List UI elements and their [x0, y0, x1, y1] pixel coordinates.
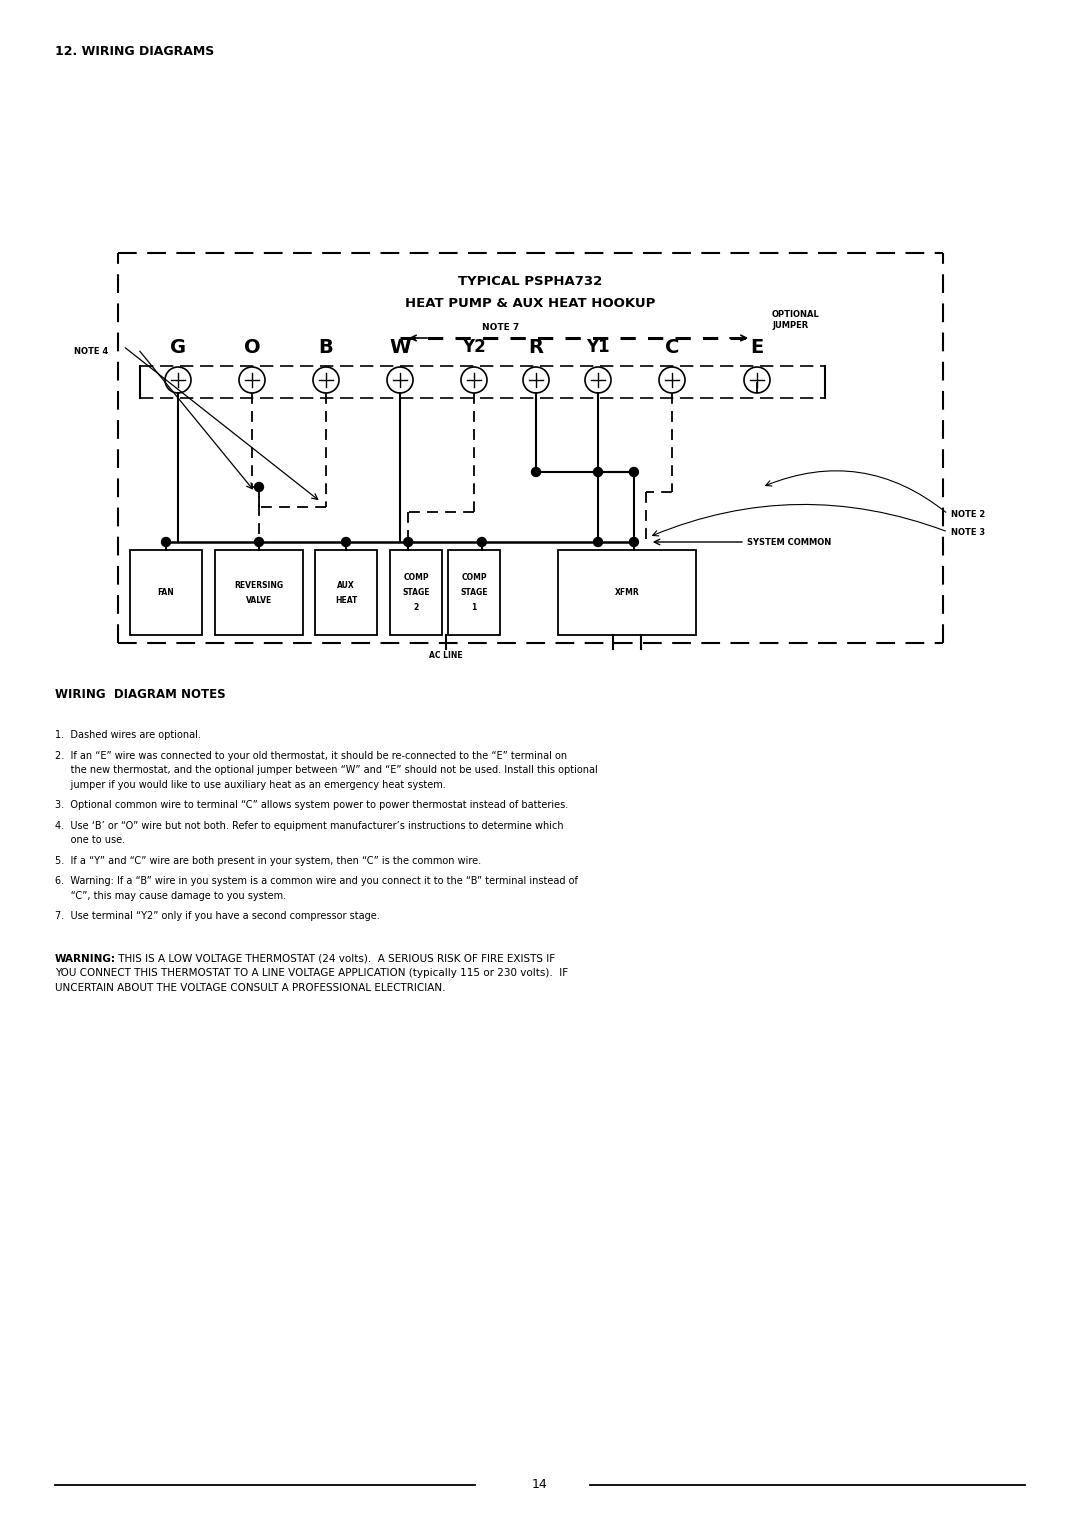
- Text: O: O: [244, 338, 260, 356]
- Text: 6.  Warning: If a “B” wire in you system is a common wire and you connect it to : 6. Warning: If a “B” wire in you system …: [55, 876, 578, 886]
- Text: NOTE 2: NOTE 2: [951, 510, 985, 518]
- Text: HEAT PUMP & AUX HEAT HOOKUP: HEAT PUMP & AUX HEAT HOOKUP: [405, 297, 656, 311]
- Text: G: G: [170, 338, 186, 356]
- Bar: [390, 550, 442, 635]
- Text: OPTIONAL
JUMPER: OPTIONAL JUMPER: [772, 309, 820, 330]
- Text: WIRING  DIAGRAM NOTES: WIRING DIAGRAM NOTES: [55, 688, 226, 701]
- Text: R: R: [528, 338, 543, 356]
- Text: SYSTEM COMMON: SYSTEM COMMON: [747, 538, 832, 547]
- Text: W: W: [389, 338, 410, 356]
- Text: UNCERTAIN ABOUT THE VOLTAGE CONSULT A PROFESSIONAL ELECTRICIAN.: UNCERTAIN ABOUT THE VOLTAGE CONSULT A PR…: [55, 982, 446, 993]
- Bar: [558, 550, 696, 635]
- Circle shape: [162, 538, 171, 547]
- Text: TYPICAL PSPHA732: TYPICAL PSPHA732: [458, 276, 603, 288]
- Text: Y2: Y2: [462, 338, 486, 356]
- Text: 12. WIRING DIAGRAMS: 12. WIRING DIAGRAMS: [55, 46, 214, 58]
- Text: WARNING:: WARNING:: [55, 953, 116, 964]
- Text: AC LINE: AC LINE: [429, 650, 463, 659]
- Text: FAN: FAN: [158, 588, 174, 597]
- Text: B: B: [319, 338, 334, 356]
- Text: THIS IS A LOW VOLTAGE THERMOSTAT (24 volts).  A SERIOUS RISK OF FIRE EXISTS IF: THIS IS A LOW VOLTAGE THERMOSTAT (24 vol…: [114, 953, 555, 964]
- Text: REVERSING: REVERSING: [234, 580, 284, 589]
- Text: 1.  Dashed wires are optional.: 1. Dashed wires are optional.: [55, 730, 201, 740]
- Text: XFMR: XFMR: [615, 588, 639, 597]
- Text: 3.  Optional common wire to terminal “C” allows system power to power thermostat: 3. Optional common wire to terminal “C” …: [55, 800, 568, 810]
- Text: NOTE 3: NOTE 3: [951, 527, 985, 536]
- Text: NOTE 4: NOTE 4: [73, 347, 108, 355]
- Text: 4.  Use ‘B’ or “O” wire but not both. Refer to equipment manufacturer’s instruct: 4. Use ‘B’ or “O” wire but not both. Ref…: [55, 821, 564, 830]
- Text: 14: 14: [532, 1479, 548, 1491]
- Bar: [448, 550, 500, 635]
- Text: HEAT: HEAT: [335, 595, 357, 605]
- Text: C: C: [665, 338, 679, 356]
- Circle shape: [404, 538, 413, 547]
- Bar: [315, 550, 377, 635]
- Circle shape: [255, 483, 264, 492]
- Circle shape: [594, 468, 603, 477]
- Text: AUX: AUX: [337, 580, 355, 589]
- Text: COMP: COMP: [403, 573, 429, 582]
- Text: COMP: COMP: [461, 573, 487, 582]
- Text: Y1: Y1: [586, 338, 610, 356]
- Text: VALVE: VALVE: [246, 595, 272, 605]
- Text: 5.  If a “Y” and “C” wire are both present in your system, then “C” is the commo: 5. If a “Y” and “C” wire are both presen…: [55, 856, 481, 865]
- Text: “C”, this may cause damage to you system.: “C”, this may cause damage to you system…: [55, 891, 286, 900]
- Text: STAGE: STAGE: [402, 588, 430, 597]
- Text: the new thermostat, and the optional jumper between “W” and “E” should not be us: the new thermostat, and the optional jum…: [55, 765, 597, 775]
- Text: 7.  Use terminal “Y2” only if you have a second compressor stage.: 7. Use terminal “Y2” only if you have a …: [55, 911, 380, 921]
- Text: NOTE 7: NOTE 7: [482, 323, 519, 332]
- Text: 2: 2: [414, 603, 419, 612]
- Circle shape: [531, 468, 540, 477]
- Text: 1: 1: [471, 603, 476, 612]
- Bar: [215, 550, 303, 635]
- Text: YOU CONNECT THIS THERMOSTAT TO A LINE VOLTAGE APPLICATION (typically 115 or 230 : YOU CONNECT THIS THERMOSTAT TO A LINE VO…: [55, 969, 568, 978]
- Text: one to use.: one to use.: [55, 835, 125, 845]
- Text: jumper if you would like to use auxiliary heat as an emergency heat system.: jumper if you would like to use auxiliar…: [55, 780, 446, 789]
- Bar: [130, 550, 202, 635]
- Circle shape: [594, 538, 603, 547]
- Circle shape: [630, 538, 638, 547]
- Circle shape: [255, 538, 264, 547]
- Text: E: E: [751, 338, 764, 356]
- Circle shape: [341, 538, 351, 547]
- Circle shape: [477, 538, 486, 547]
- Text: STAGE: STAGE: [460, 588, 488, 597]
- Text: 2.  If an “E” wire was connected to your old thermostat, it should be re-connect: 2. If an “E” wire was connected to your …: [55, 751, 567, 760]
- Circle shape: [630, 468, 638, 477]
